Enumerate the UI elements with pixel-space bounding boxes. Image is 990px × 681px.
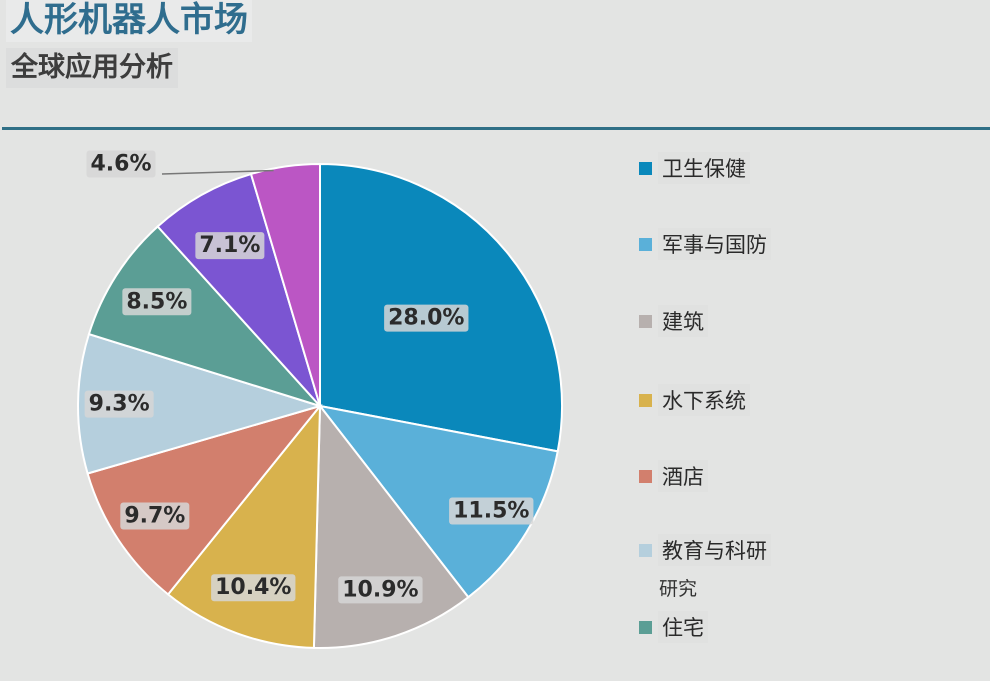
pie-slice [87,225,324,409]
slice-label-text: 7.1% [199,233,260,258]
slice-data-label: 10.9% [338,576,423,604]
slice-label-background [122,288,192,316]
legend-item-construction: 建筑 [639,305,708,337]
slice-data-label: 7.1% [195,232,265,260]
slice-data-label: 11.5% [449,497,534,525]
slice-data-label: 8.5% [122,288,192,316]
slice-label-text: 11.5% [453,498,529,523]
legend-swatch [639,469,652,483]
legend-swatch [639,237,652,251]
slice-label-background [120,502,190,530]
slice-label-background [338,576,423,604]
pie-slice [249,162,321,407]
legend-label: 建筑 [658,305,708,337]
legend-item-hotel: 酒店 [639,460,708,492]
legend-item-healthcare: 卫生保健 [639,152,750,184]
slice-data-label: 28.0% [384,304,469,332]
slice-data-label: 10.4% [211,574,296,602]
legend-swatch [639,314,652,328]
legend: 卫生保健 军事与国防 建筑 水下系统 酒店 教育与科研 研究 住宅 [639,0,979,681]
slice-data-label: 9.7% [120,502,190,530]
legend-label: 水下系统 [658,384,750,416]
slice-label-background [195,232,265,260]
slice-label-text: 8.5% [126,289,187,314]
slice-label-background [84,390,154,418]
slice-label-text: 10.9% [342,577,418,602]
legend-item-residential: 住宅 [639,611,708,643]
slice-label-background [86,150,156,178]
pie-slice [317,404,559,599]
legend-label: 卫生保健 [658,152,750,184]
slice-label-text: 9.3% [89,392,150,417]
legend-item-underwater: 水下系统 [639,384,750,416]
slice-label-background [211,574,296,602]
slice-label-background [449,497,534,525]
legend-label: 住宅 [658,611,708,643]
legend-extra-text: 研究 [659,578,698,600]
slice-label-background [384,304,469,332]
slice-label-text: 9.7% [124,503,185,528]
legend-item-education: 教育与科研 [639,534,771,566]
legend-swatch [639,620,652,634]
slice-data-label: 9.3% [84,390,154,418]
pie-slice [86,404,323,596]
slice-label-text: 28.0% [388,306,464,331]
slice-label-text: 4.6% [90,152,151,177]
legend-swatch [639,393,652,407]
slice-data-label: 4.6% [86,150,156,178]
legend-label: 教育与科研 [658,534,771,566]
legend-label: 酒店 [658,460,708,492]
slice-label-text: 10.4% [215,575,291,600]
pie-slice [156,172,321,407]
chart-title: 人形机器人市场 [6,0,252,42]
pie-slice [77,332,324,475]
legend-item-military: 军事与国防 [639,228,771,260]
legend-swatch [639,543,652,557]
chart-subtitle: 全球应用分析 [6,48,178,88]
legend-swatch [639,161,652,175]
legend-label: 军事与国防 [658,228,771,260]
leader-line [161,169,274,175]
header-divider [2,127,990,130]
